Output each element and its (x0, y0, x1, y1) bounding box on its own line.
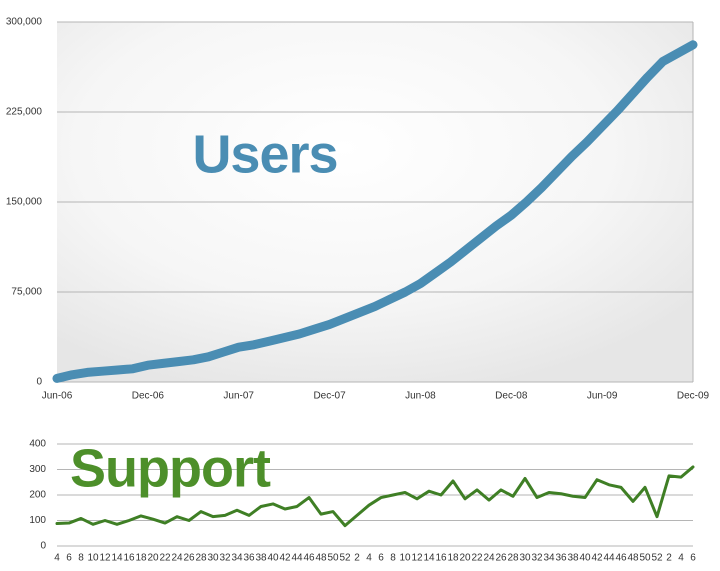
x-tick-label: 2 (666, 553, 672, 564)
x-tick-label: 48 (315, 553, 327, 564)
chart-title: Users (192, 124, 337, 184)
data-line (52, 40, 698, 383)
x-tick-label: 50 (639, 553, 651, 564)
x-tick-label: 26 (183, 553, 195, 564)
x-tick-label: 32 (219, 553, 231, 564)
x-tick-label: 20 (147, 553, 159, 564)
x-tick-label: 44 (603, 553, 615, 564)
x-tick-label: 20 (459, 553, 471, 564)
x-tick-label: 36 (243, 553, 255, 564)
x-tick-label: 30 (519, 553, 531, 564)
x-tick-label: 46 (303, 553, 315, 564)
x-tick-label: 38 (567, 553, 579, 564)
x-tick-label: 48 (627, 553, 639, 564)
x-tick-label: 40 (579, 553, 591, 564)
y-tick-label: 300,000 (6, 17, 43, 28)
x-tick-label: 6 (66, 553, 72, 564)
x-tick-label: 4 (54, 553, 60, 564)
x-tick-label: Jun-09 (587, 391, 618, 402)
x-tick-label: 52 (339, 553, 351, 564)
x-tick-label: 14 (423, 553, 435, 564)
x-tick-label: Dec-07 (313, 391, 346, 402)
x-tick-label: 2 (354, 553, 360, 564)
x-tick-label: Jun-07 (223, 391, 254, 402)
y-tick-label: 0 (36, 377, 42, 388)
x-tick-label: Jun-06 (42, 391, 73, 402)
x-tick-label: 50 (327, 553, 339, 564)
x-tick-label: 26 (495, 553, 507, 564)
x-tick-label: 8 (390, 553, 396, 564)
x-tick-label: 12 (411, 553, 423, 564)
y-tick-label: 200 (29, 490, 46, 501)
x-tick-label: 18 (135, 553, 147, 564)
x-tick-label: 12 (99, 553, 111, 564)
x-tick-label: 34 (231, 553, 243, 564)
x-tick-label: 46 (615, 553, 627, 564)
x-tick-label: 36 (555, 553, 567, 564)
x-tick-label: 6 (378, 553, 384, 564)
x-tick-label: 14 (111, 553, 123, 564)
x-tick-label: 22 (159, 553, 171, 564)
x-tick-label: 16 (435, 553, 447, 564)
x-tick-label: 44 (291, 553, 303, 564)
x-tick-label: 28 (507, 553, 519, 564)
x-tick-label: 40 (267, 553, 279, 564)
x-tick-label: 22 (471, 553, 483, 564)
x-tick-label: 32 (531, 553, 543, 564)
x-tick-label: 52 (651, 553, 663, 564)
x-tick-label: 10 (87, 553, 99, 564)
y-tick-label: 100 (29, 515, 46, 526)
y-tick-label: 300 (29, 464, 46, 475)
x-tick-label: 24 (171, 553, 183, 564)
y-tick-label: 75,000 (11, 287, 42, 298)
x-tick-label: 16 (123, 553, 135, 564)
x-tick-label: 30 (207, 553, 219, 564)
x-tick-label: 8 (78, 553, 84, 564)
y-tick-label: 0 (40, 541, 46, 552)
x-tick-label: 24 (483, 553, 495, 564)
y-tick-label: 225,000 (6, 107, 43, 118)
x-tick-label: 10 (399, 553, 411, 564)
x-tick-label: 4 (366, 553, 372, 564)
x-tick-label: 34 (543, 553, 555, 564)
data-line (55, 465, 695, 528)
y-tick-label: 150,000 (6, 197, 43, 208)
x-tick-label: 42 (591, 553, 603, 564)
x-tick-label: Dec-09 (677, 391, 710, 402)
chart-title: Support (70, 438, 271, 498)
y-tick-label: 400 (29, 439, 46, 450)
x-tick-label: 28 (195, 553, 207, 564)
x-tick-label: Dec-08 (495, 391, 528, 402)
x-tick-label: Jun-08 (405, 391, 436, 402)
x-tick-label: 42 (279, 553, 291, 564)
x-tick-label: 6 (690, 553, 696, 564)
x-tick-label: 4 (678, 553, 684, 564)
x-tick-label: Dec-06 (132, 391, 165, 402)
x-tick-label: 18 (447, 553, 459, 564)
x-tick-label: 38 (255, 553, 267, 564)
